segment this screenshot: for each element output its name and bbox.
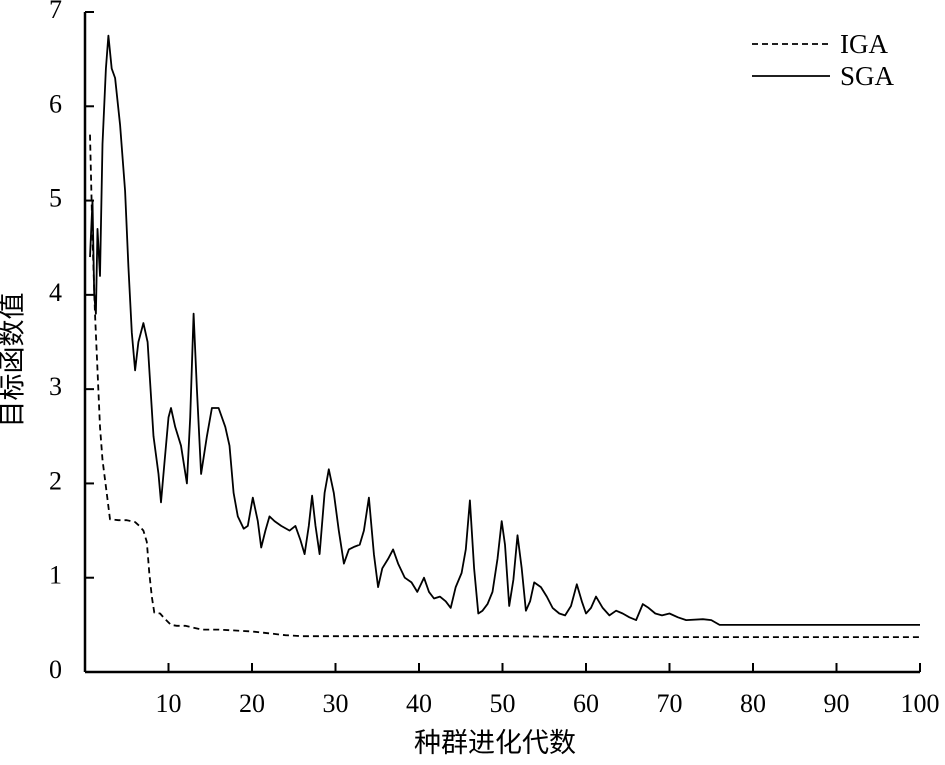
x-tick-label: 10 bbox=[156, 689, 182, 718]
legend-label-sga: SGA bbox=[840, 61, 895, 91]
y-tick-label: 7 bbox=[49, 0, 62, 24]
x-tick-label: 40 bbox=[406, 689, 432, 718]
series-line-sga bbox=[89, 34, 920, 626]
x-tick-label: 80 bbox=[740, 689, 766, 718]
y-tick-label: 5 bbox=[49, 184, 62, 213]
x-tick-label: 100 bbox=[901, 689, 940, 718]
x-axis-title: 种群进化代数 bbox=[414, 728, 576, 759]
y-tick-label: 2 bbox=[49, 466, 62, 495]
y-tick-label: 3 bbox=[49, 372, 62, 401]
y-tick-label: 0 bbox=[49, 655, 62, 684]
x-tick-label: 70 bbox=[657, 689, 683, 718]
series-layer bbox=[89, 34, 920, 638]
y-axis-ticks: 0 1 2 3 4 5 6 7 bbox=[49, 0, 94, 684]
legend-label-iga: IGA bbox=[840, 29, 888, 59]
x-tick-label: 60 bbox=[573, 689, 599, 718]
x-tick-label: 30 bbox=[323, 689, 349, 718]
y-tick-label: 6 bbox=[49, 89, 62, 118]
y-tick-label: 1 bbox=[49, 561, 62, 590]
x-tick-label: 90 bbox=[824, 689, 850, 718]
x-axis-ticks: 10 20 30 40 50 60 70 80 90 100 bbox=[156, 663, 940, 718]
x-tick-label: 20 bbox=[239, 689, 265, 718]
plot-area: 0 1 2 3 4 5 6 7 10 20 30 40 50 60 70 80 90 100 bbox=[49, 0, 940, 718]
y-axis-title: 目标函数值 bbox=[0, 293, 29, 428]
y-tick-label: 4 bbox=[49, 278, 62, 307]
x-tick-label: 50 bbox=[490, 689, 516, 718]
series-line-iga bbox=[89, 134, 920, 638]
